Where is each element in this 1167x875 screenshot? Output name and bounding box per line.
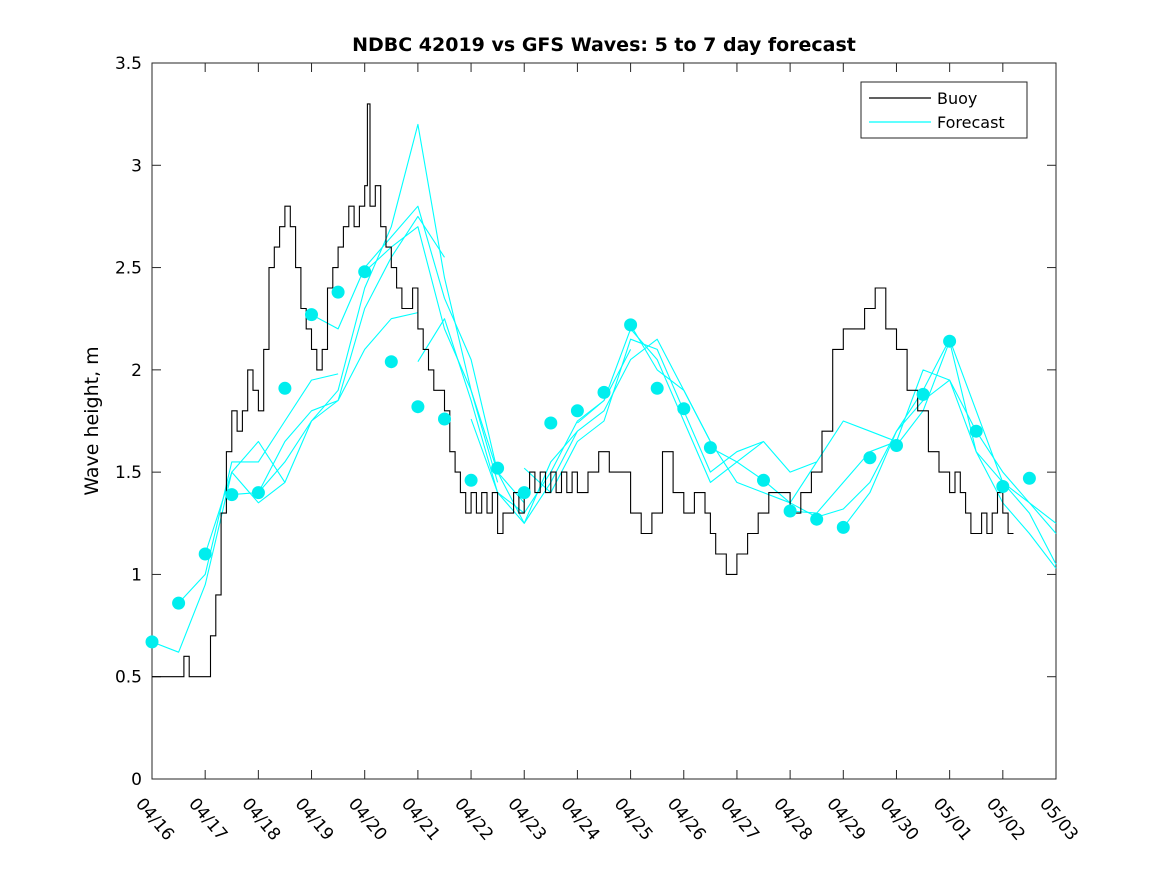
forecast-marker [810, 512, 824, 526]
forecast-marker [517, 486, 531, 500]
forecast-series-line [151, 471, 286, 653]
y-tick-label: 1 [131, 565, 142, 585]
y-tick-label: 0 [131, 770, 142, 790]
forecast-series-line [790, 369, 1057, 534]
forecast-marker [863, 451, 877, 465]
forecast-marker [251, 486, 265, 500]
forecast-marker [464, 473, 478, 487]
forecast-marker [996, 480, 1010, 493]
buoy-series-line [152, 103, 1014, 678]
forecast-marker [703, 441, 717, 455]
forecast-marker [411, 400, 425, 414]
forecast-marker [145, 635, 159, 649]
forecast-marker [358, 265, 372, 279]
forecast-series-line [231, 215, 445, 496]
y-tick-label: 3 [131, 156, 142, 176]
forecast-marker [969, 424, 983, 438]
forecast-series-line [257, 123, 499, 493]
forecast-marker [384, 355, 398, 369]
series-layer [151, 103, 1057, 678]
forecast-series-line [470, 338, 711, 524]
forecast-marker [198, 547, 212, 561]
forecast-marker [438, 412, 451, 426]
forecast-marker [597, 385, 611, 399]
y-tick-label: 2.5 [115, 259, 142, 279]
y-axis-label: Wave height, m [81, 346, 103, 495]
forecast-marker [783, 504, 797, 518]
y-tick-label: 2 [131, 361, 142, 381]
legend-box [860, 81, 1028, 139]
legend-label-forecast: Forecast [937, 113, 1005, 132]
plot-area: 00.511.522.533.5 04/16 04/17 04/18 04/19 04/… [115, 54, 1082, 845]
forecast-marker [943, 334, 957, 348]
forecast-series-line [178, 373, 339, 604]
forecast-marker [305, 308, 318, 322]
legend-label-buoy: Buoy [937, 89, 977, 108]
forecast-marker [677, 402, 691, 416]
forecast-series-line [577, 328, 817, 483]
forecast-marker [331, 285, 345, 299]
forecast-marker [544, 416, 558, 430]
forecast-marker [570, 404, 584, 418]
forecast-marker [916, 387, 930, 401]
forecast-series-line [630, 324, 897, 504]
y-tick-label: 1.5 [115, 463, 142, 483]
forecast-marker [624, 318, 638, 332]
forecast-marker [172, 596, 186, 610]
forecast-series-line [311, 205, 525, 504]
forecast-marker [890, 439, 903, 452]
forecast-marker [225, 488, 239, 502]
forecast-marker [491, 461, 505, 475]
forecast-marker [1022, 471, 1036, 485]
y-axis: 0 0.5 1 1.5 2 2.5 3 3.5 [115, 54, 1056, 790]
forecast-markers [145, 265, 1036, 649]
forecast-marker [278, 381, 292, 395]
forecast-marker [650, 381, 664, 395]
forecast-marker [757, 473, 770, 487]
y-tick-label: 3.5 [115, 54, 142, 74]
forecast-marker [836, 520, 850, 534]
y-tick-label: 0.5 [115, 668, 142, 688]
chart-title: NDBC 42019 vs GFS Waves: 5 to 7 day fore… [352, 34, 856, 56]
legend: Buoy Forecast [860, 81, 1028, 139]
forecast-series-line [364, 226, 578, 524]
